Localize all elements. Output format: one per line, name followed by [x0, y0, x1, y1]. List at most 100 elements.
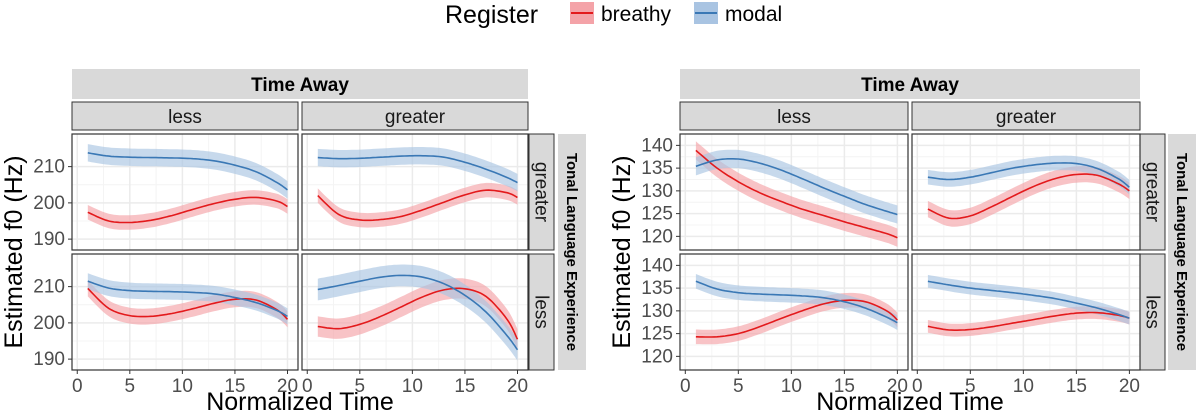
- y-tick-label: 125: [641, 324, 673, 345]
- x-tick-label: 5: [965, 376, 976, 397]
- series-line-breathy: [695, 149, 898, 239]
- y-tick-label: 140: [641, 135, 673, 156]
- facet-row-strip-greater: [528, 133, 555, 251]
- panel-border: [301, 133, 529, 251]
- series-line-modal: [317, 154, 518, 184]
- facet-row-strip: [1168, 134, 1196, 370]
- x-tick-label: 20: [507, 376, 528, 397]
- panel-border: [679, 133, 909, 251]
- ci-band-modal: [927, 274, 1130, 325]
- facet-row-label-greater: greater: [1142, 162, 1163, 223]
- chart-left: Time Away less greater Tonal Language Exper…: [0, 69, 586, 416]
- panel-greater-greater: [301, 133, 529, 251]
- panel-greater-greater: [911, 133, 1141, 251]
- panel-less-greater: 190 200 210: [33, 133, 299, 251]
- y-tick-label: 140: [641, 255, 673, 276]
- y-tick-label: 210: [33, 157, 65, 178]
- ci-band-modal: [695, 274, 898, 330]
- x-tick-label: 5: [733, 376, 744, 397]
- y-tick-label: 200: [33, 193, 65, 214]
- series-line-breathy: [927, 311, 1130, 331]
- panel-border: [301, 253, 529, 371]
- ci-band-breathy: [927, 165, 1130, 227]
- x-tick-label: 0: [680, 376, 691, 397]
- y-tick-label: 190: [33, 229, 65, 250]
- series-line-modal: [927, 280, 1130, 319]
- y-tick-label: 120: [641, 346, 673, 367]
- facet-col-strip: [680, 69, 1140, 99]
- panel-border: [911, 253, 1141, 371]
- x-axis-title: Normalized Time: [816, 388, 1004, 416]
- facet-col-title: Time Away: [251, 75, 349, 96]
- y-tick-label: 135: [641, 278, 673, 299]
- legend-key-breathy: [570, 2, 594, 24]
- facet-col-label-less: less: [168, 107, 202, 128]
- facet-col-strip: [72, 69, 528, 99]
- facet-col-strip-less: [71, 101, 299, 131]
- x-tick-label: 0: [302, 376, 313, 397]
- y-axis-title: Estimated f0 (Hz): [0, 155, 28, 348]
- chart-right: Time Away less greater Tonal Language Exper…: [608, 69, 1196, 416]
- y-tick-label: 130: [641, 301, 673, 322]
- ci-band-modal: [87, 273, 288, 325]
- x-tick-label: 10: [172, 376, 193, 397]
- facet-col-strip-greater: [911, 101, 1141, 131]
- y-axis-title: Estimated f0 (Hz): [608, 155, 636, 348]
- facet-col-strip-less: [679, 101, 909, 131]
- legend: Register breathy modal: [445, 1, 782, 29]
- series-line-breathy: [317, 189, 518, 222]
- x-tick-label: 5: [125, 376, 136, 397]
- facet-row-label-less: less: [1142, 295, 1163, 329]
- facet-col-label-greater: greater: [996, 107, 1057, 128]
- legend-label-modal: modal: [725, 3, 782, 26]
- x-tick-label: 20: [277, 376, 298, 397]
- series-line-modal: [317, 274, 519, 351]
- x-tick-label: 10: [781, 376, 802, 397]
- series-line-breathy: [695, 299, 898, 338]
- ci-band-breathy: [87, 190, 288, 230]
- series-line-modal: [695, 280, 898, 324]
- series-line-breathy: [87, 196, 288, 224]
- legend-label-breathy: breathy: [601, 3, 672, 26]
- facet-row-strip-greater: [1139, 133, 1166, 251]
- legend-title: Register: [445, 1, 538, 29]
- panel-less-less: 190 200 210 0 5 10 15 20: [33, 253, 299, 397]
- ci-band-modal: [927, 155, 1130, 195]
- panel-greater-less: 0 5 10 15 20: [301, 253, 529, 397]
- series-line-breathy: [927, 173, 1130, 220]
- series-line-modal: [87, 152, 288, 191]
- facet-col-label-greater: greater: [385, 107, 446, 128]
- x-tick-label: 10: [402, 376, 423, 397]
- ci-band-modal: [695, 149, 898, 224]
- panel-border: [679, 253, 909, 371]
- x-axis-title: Normalized Time: [206, 388, 394, 416]
- series-line-breathy: [317, 287, 519, 340]
- y-tick-label: 135: [641, 158, 673, 179]
- series-line-breathy: [87, 287, 289, 320]
- x-tick-label: 0: [912, 376, 923, 397]
- facet-row-title: Tonal Language Experience: [1173, 153, 1190, 351]
- facet-row-label-less: less: [531, 295, 552, 329]
- x-tick-label: 5: [355, 376, 366, 397]
- x-tick-label: 15: [834, 376, 855, 397]
- y-tick-label: 210: [33, 277, 65, 298]
- x-tick-label: 15: [454, 376, 475, 397]
- facet-col-strip-greater: [301, 101, 529, 131]
- facet-row-strip: [558, 134, 586, 370]
- facet-col-title: Time Away: [861, 75, 959, 96]
- series-line-modal: [695, 158, 898, 216]
- legend-key-modal: [694, 2, 718, 24]
- y-tick-label: 125: [641, 204, 673, 225]
- series-line-modal: [87, 280, 288, 318]
- y-tick-label: 120: [641, 226, 673, 247]
- panel-greater-less: 0 5 10 15 20: [911, 253, 1141, 397]
- x-tick-label: 0: [72, 376, 83, 397]
- panel-border: [71, 253, 299, 371]
- x-tick-label: 20: [887, 376, 908, 397]
- x-tick-label: 15: [224, 376, 245, 397]
- facet-row-title: Tonal Language Experience: [563, 153, 580, 351]
- y-tick-label: 190: [33, 349, 65, 370]
- facet-col-label-less: less: [777, 107, 811, 128]
